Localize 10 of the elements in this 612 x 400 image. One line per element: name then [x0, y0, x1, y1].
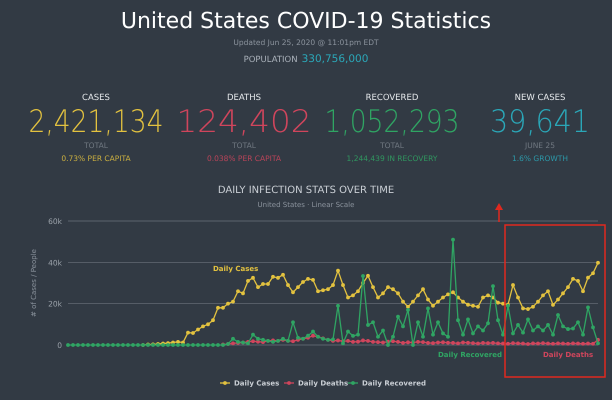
text: DEATHS [226, 93, 262, 103]
text: 330,756,000 [302, 53, 368, 65]
text: 1,052,293 [324, 104, 482, 140]
text: RECOVERED [366, 93, 419, 103]
text: POPULATION [244, 55, 298, 65]
chart-title: United States COVID-19 Statistics [120, 9, 492, 34]
text: DAILY INFECTION STATS OVER TIME [218, 185, 394, 196]
text: CASES [82, 93, 110, 103]
text: 39,641 [490, 104, 598, 140]
text: NEW CASES [514, 93, 566, 103]
